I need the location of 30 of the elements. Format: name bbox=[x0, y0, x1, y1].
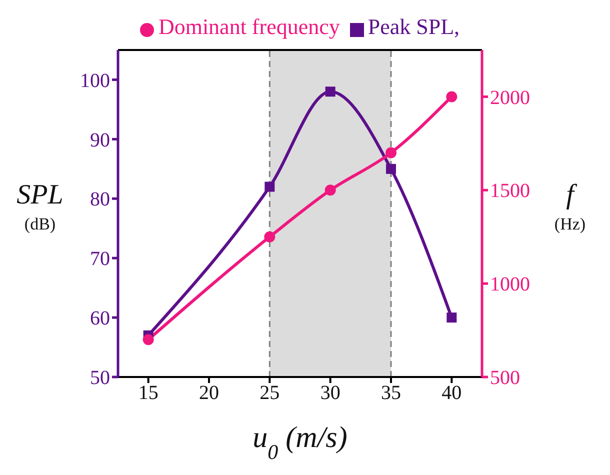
point bbox=[386, 164, 396, 174]
x-tick-label: 25 bbox=[260, 382, 280, 404]
y-axis-title: SPL (dB) bbox=[16, 180, 64, 234]
point bbox=[386, 147, 396, 158]
y-tick-label: 100 bbox=[80, 70, 110, 92]
point bbox=[325, 86, 336, 97]
y-tick-label: 50 bbox=[90, 367, 110, 390]
legend-label: Dominant frequency bbox=[158, 14, 340, 39]
point bbox=[446, 312, 457, 323]
x-tick-label: 30 bbox=[320, 382, 340, 404]
x-tick-label: 20 bbox=[199, 382, 219, 404]
y2-tick-label: 500 bbox=[490, 367, 520, 390]
point bbox=[264, 231, 276, 242]
y2-tick-label: 2000 bbox=[490, 86, 530, 109]
y-tick-label: 60 bbox=[90, 308, 110, 330]
y-tick-label: 90 bbox=[90, 129, 110, 152]
x-tick-label: 35 bbox=[381, 382, 401, 404]
y2-tick-label: 1500 bbox=[490, 180, 530, 202]
legend-label: Peak SPL, bbox=[368, 14, 460, 39]
x-tick-label: 15 bbox=[138, 382, 158, 404]
y-tick-label: 80 bbox=[90, 188, 110, 211]
point bbox=[446, 91, 458, 102]
y2-axis-title: f (Hz) bbox=[554, 180, 586, 234]
x-axis-title: u$_{0}$ (m/s) bbox=[252, 421, 348, 464]
point bbox=[264, 182, 275, 192]
y2-tick-label: 1000 bbox=[490, 274, 530, 296]
point bbox=[142, 334, 154, 346]
y-tick-label: 70 bbox=[90, 248, 110, 270]
x-tick-label: 40 bbox=[442, 382, 462, 404]
point bbox=[324, 184, 336, 196]
